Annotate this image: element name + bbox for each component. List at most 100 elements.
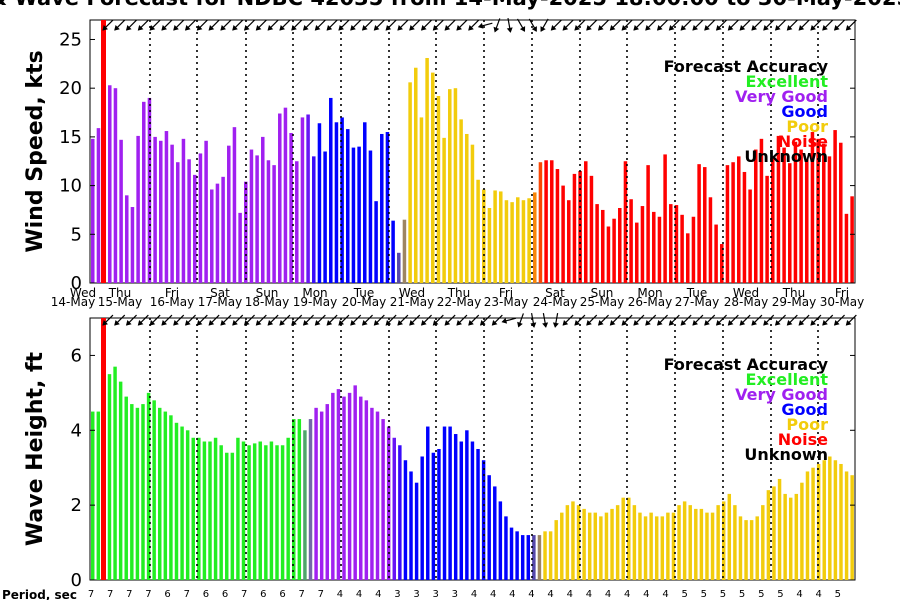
bar xyxy=(351,147,356,283)
arrow-head xyxy=(751,25,757,31)
bar xyxy=(275,445,279,580)
period-value: 7 xyxy=(318,589,324,600)
bar xyxy=(314,407,318,580)
arrow-head xyxy=(501,317,508,324)
direction-arrow xyxy=(810,19,822,31)
period-value: 3 xyxy=(433,589,439,600)
period-axis: Period, sec 7 7 7 7 6 7 6 6 7 6 6 7 7 4 4 4 3 3 3 3 4 4 4 4 4 4 4 4 4… xyxy=(2,588,841,600)
bar xyxy=(317,123,322,283)
arrow-head xyxy=(574,320,580,326)
arrow-head xyxy=(763,25,769,31)
y-axis-label: Wave Height, ft xyxy=(23,351,48,546)
bar xyxy=(300,117,305,283)
date-label: 17-May xyxy=(198,295,242,309)
direction-arrow xyxy=(597,19,609,31)
bar xyxy=(744,520,748,580)
direction-arrow xyxy=(267,314,279,326)
direction-arrow xyxy=(656,19,668,31)
y-tick-label: 10 xyxy=(59,176,82,197)
arrow-head xyxy=(196,25,203,31)
date-label: 28-May xyxy=(724,295,768,309)
day-label: Sat xyxy=(210,286,230,300)
arrow-head xyxy=(519,26,526,32)
day-label: Wed xyxy=(70,286,96,300)
direction-arrow xyxy=(196,19,208,31)
bar xyxy=(504,200,509,283)
direction-arrow xyxy=(506,18,513,33)
period-value: 4 xyxy=(509,589,515,600)
bar xyxy=(402,219,407,283)
bar xyxy=(272,165,276,283)
period-value: 5 xyxy=(777,589,783,600)
direction-arrow xyxy=(361,19,373,31)
arrow-head xyxy=(456,25,462,31)
period-value: 7 xyxy=(88,589,94,600)
arrow-head xyxy=(232,320,238,326)
bar xyxy=(210,189,214,283)
bar xyxy=(202,441,207,580)
bar xyxy=(258,441,262,580)
bar xyxy=(420,456,424,580)
arrow-head xyxy=(786,25,793,31)
bar xyxy=(113,366,117,580)
arrow-head xyxy=(255,320,262,326)
bar xyxy=(657,216,662,283)
arrow-head xyxy=(609,320,616,326)
arrow-head xyxy=(397,320,403,326)
bar xyxy=(136,135,140,283)
bar xyxy=(612,218,616,283)
arrow-head xyxy=(279,25,285,31)
bar xyxy=(621,497,625,580)
bar xyxy=(125,195,129,283)
bar xyxy=(340,117,344,283)
day-label: Fri xyxy=(835,286,849,300)
direction-arrow xyxy=(291,19,303,31)
bar xyxy=(623,161,628,283)
arrow-head xyxy=(385,25,392,31)
arrow-head xyxy=(361,25,368,31)
bar xyxy=(714,224,718,283)
date-label: 27-May xyxy=(675,295,719,309)
period-value: 7 xyxy=(126,589,132,600)
date-label: 22-May xyxy=(437,295,481,309)
bar xyxy=(353,385,357,580)
bar xyxy=(368,150,373,283)
bar xyxy=(677,505,681,580)
bar xyxy=(844,471,849,580)
bar xyxy=(766,490,771,580)
bar xyxy=(733,505,737,580)
now-line xyxy=(101,318,106,580)
day-label: Sun xyxy=(591,286,614,300)
bar xyxy=(537,535,542,580)
day-label: Mon xyxy=(637,286,662,300)
period-value: 3 xyxy=(413,589,419,600)
arrow-head xyxy=(385,320,392,326)
bar xyxy=(582,508,586,580)
date-label: 25-May xyxy=(580,295,624,309)
bar xyxy=(772,486,776,580)
direction-arrow xyxy=(786,314,798,326)
bar xyxy=(459,441,464,580)
direction-arrow xyxy=(516,18,526,32)
bar xyxy=(589,175,594,283)
direction-arrow xyxy=(530,313,537,328)
direction-arrow xyxy=(668,19,680,31)
arrow-head xyxy=(715,25,722,31)
bar xyxy=(710,512,715,580)
bar xyxy=(159,140,163,283)
bar xyxy=(153,136,157,283)
bar xyxy=(527,198,531,283)
period-value: 4 xyxy=(662,589,668,600)
bar xyxy=(96,411,101,580)
arrow-head xyxy=(444,320,451,326)
bar xyxy=(303,430,307,580)
y-tick-label: 5 xyxy=(71,224,82,245)
direction-arrow xyxy=(633,314,645,326)
bar xyxy=(142,101,146,283)
arrow-head xyxy=(208,25,215,31)
direction-arrow xyxy=(493,18,501,33)
y-tick-label: 25 xyxy=(59,29,82,50)
bar xyxy=(749,520,754,580)
direction-arrow xyxy=(149,19,161,31)
bar xyxy=(191,437,195,580)
